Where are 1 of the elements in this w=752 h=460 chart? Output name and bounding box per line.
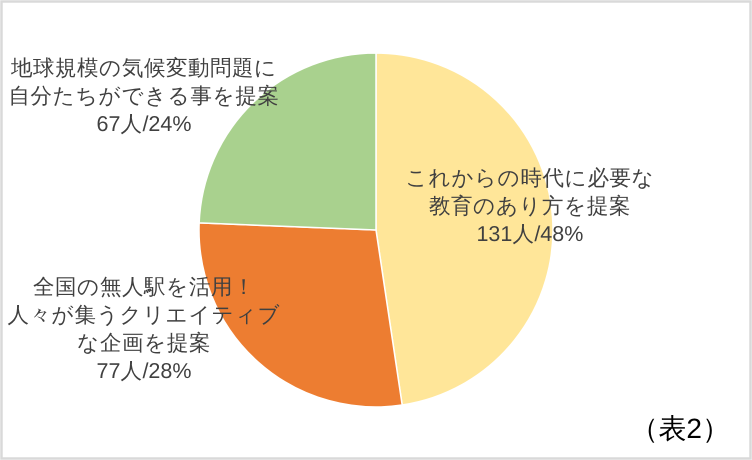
annotation: （表2） — [630, 413, 730, 444]
